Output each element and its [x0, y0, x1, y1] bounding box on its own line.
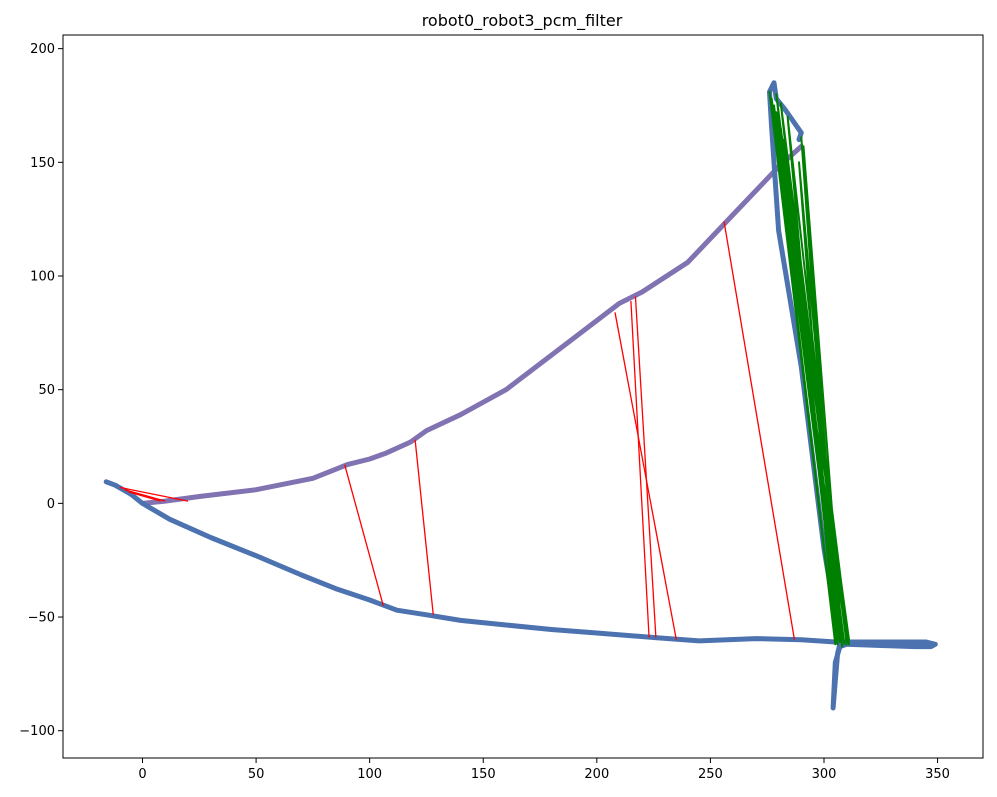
match-line-5 [634, 296, 657, 638]
series-line-2 [103, 80, 938, 711]
match-line-1 [344, 464, 384, 606]
match-line-8 [124, 489, 166, 502]
y-tick-label: 200 [30, 42, 55, 57]
y-tick-label: 100 [30, 270, 55, 285]
x-axis: 0 50 100 150 200 250 300 350 [138, 758, 950, 782]
match-line-6 [723, 221, 796, 640]
x-tick-label: 150 [471, 767, 496, 782]
chart-title: robot0_robot3_pcm_filter [422, 11, 623, 31]
match-lines-layer [119, 221, 796, 640]
y-tick-label: −100 [19, 724, 55, 739]
y-tick-label: 50 [38, 383, 55, 398]
match-line-9 [128, 491, 161, 502]
series-line-1 [140, 143, 804, 506]
series-layer [103, 80, 938, 711]
series-line-3 [768, 90, 850, 648]
x-tick-label: 200 [584, 767, 609, 782]
x-tick-label: 250 [698, 767, 723, 782]
x-tick-label: 350 [925, 767, 950, 782]
plot-frame [62, 34, 984, 759]
match-line-2 [414, 439, 434, 615]
match-line-7 [119, 486, 189, 502]
y-tick-label: 0 [47, 497, 55, 512]
x-tick-label: 0 [138, 767, 146, 782]
y-tick-label: 150 [30, 156, 55, 171]
x-tick-label: 300 [812, 767, 837, 782]
y-axis: −100 −50 0 50 100 150 200 [19, 42, 63, 739]
match-line-4 [630, 300, 650, 638]
x-tick-label: 100 [357, 767, 382, 782]
plot-area [103, 80, 938, 711]
x-tick-label: 50 [248, 767, 265, 782]
y-tick-label: −50 [28, 611, 55, 626]
